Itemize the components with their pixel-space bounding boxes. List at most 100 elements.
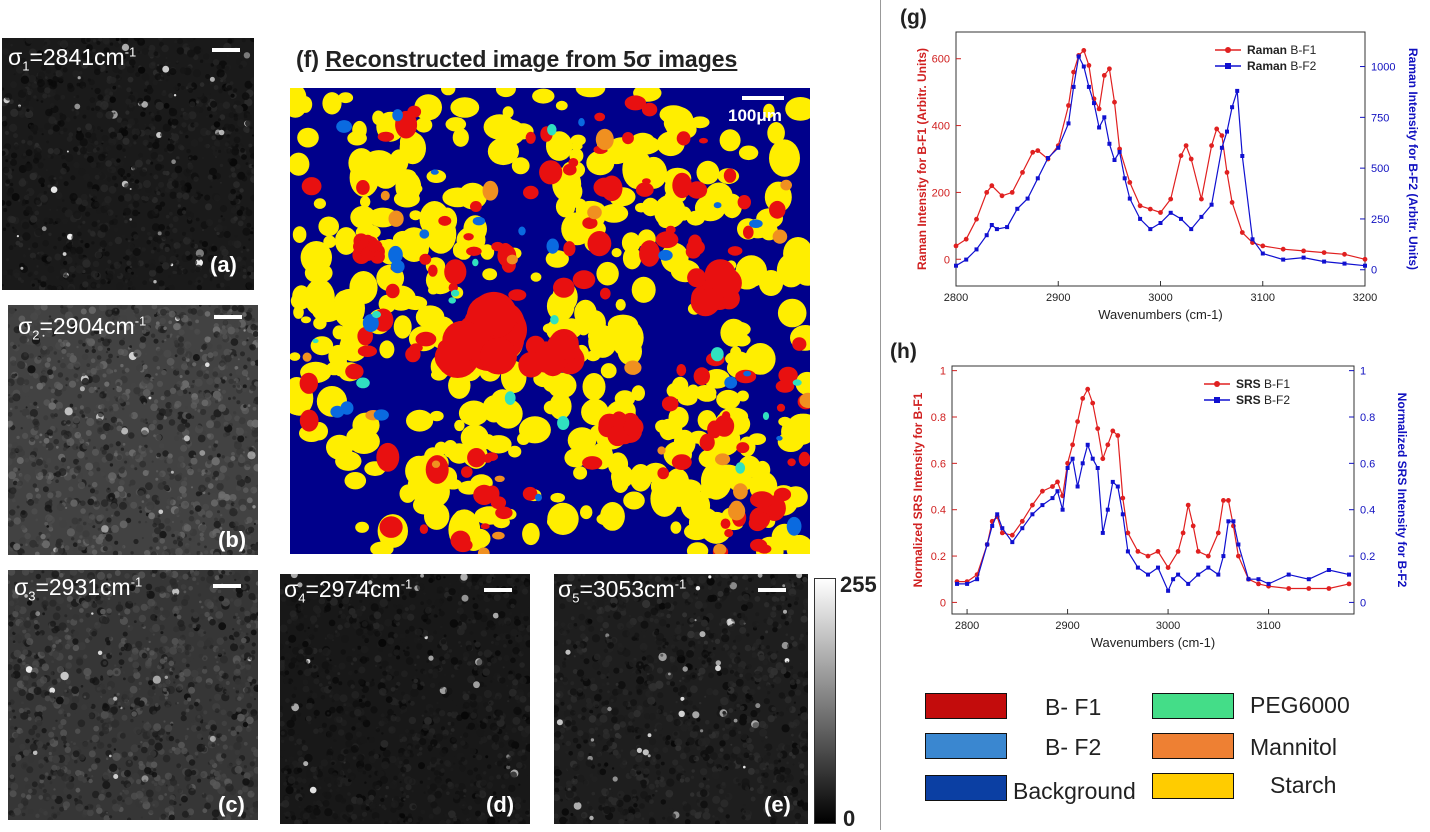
data-point xyxy=(1261,252,1265,256)
y-left-axis-label: Normalized SRS Intensity for B-F1 xyxy=(911,392,925,587)
data-point xyxy=(1040,489,1045,494)
data-point xyxy=(1286,586,1291,591)
data-point xyxy=(1302,256,1306,260)
legend-label-peg6000: PEG6000 xyxy=(1250,692,1350,719)
legend-label-starch: Starch xyxy=(1270,772,1336,799)
data-point xyxy=(990,524,994,528)
data-point xyxy=(1113,158,1117,162)
data-point xyxy=(1097,126,1101,130)
data-point xyxy=(1231,519,1235,523)
data-point xyxy=(1082,65,1086,69)
data-point xyxy=(1091,457,1095,461)
x-tick-label: 3000 xyxy=(1148,292,1172,304)
data-point xyxy=(1168,197,1173,202)
legend-swatch-mannitol xyxy=(1152,733,1234,759)
data-point xyxy=(1146,554,1151,559)
y-right-tick-label: 0.2 xyxy=(1360,551,1375,563)
colorbar-max-label: 255 xyxy=(840,572,877,598)
data-point xyxy=(1166,589,1170,593)
scale-bar xyxy=(213,584,241,588)
legend-swatch-background xyxy=(925,775,1007,801)
data-point xyxy=(1260,244,1265,249)
data-point xyxy=(1051,496,1055,500)
data-point xyxy=(1112,100,1117,105)
data-point xyxy=(995,227,999,231)
intensity-colorbar xyxy=(814,578,836,824)
data-point xyxy=(985,543,989,547)
data-point xyxy=(1126,531,1131,536)
data-point xyxy=(955,582,959,586)
panel-e-label: (e) xyxy=(764,792,791,818)
data-point xyxy=(1236,554,1241,559)
data-point xyxy=(1220,133,1225,138)
data-point xyxy=(1055,480,1060,485)
data-point xyxy=(1156,549,1161,554)
data-point xyxy=(1097,107,1102,112)
data-point xyxy=(989,183,994,188)
legend-label-mannitol: Mannitol xyxy=(1250,734,1337,761)
data-point xyxy=(1035,148,1040,153)
data-point xyxy=(1111,480,1115,484)
y-left-tick-label: 0 xyxy=(944,254,950,266)
data-point xyxy=(1105,442,1110,447)
data-point xyxy=(1256,582,1261,587)
data-point xyxy=(1080,396,1085,401)
data-point xyxy=(1267,582,1271,586)
data-point xyxy=(1081,461,1085,465)
data-point xyxy=(1186,503,1191,508)
data-point xyxy=(1085,387,1090,392)
data-point xyxy=(1251,237,1255,241)
data-point xyxy=(1156,566,1160,570)
data-point xyxy=(1206,554,1211,559)
data-point xyxy=(1216,573,1220,577)
legend-swatch-bf1 xyxy=(925,693,1007,719)
data-point xyxy=(1225,130,1229,134)
y-left-tick-label: 0.6 xyxy=(931,458,946,470)
data-point xyxy=(1101,531,1105,535)
y-left-tick-label: 0 xyxy=(940,597,946,609)
y-right-tick-label: 250 xyxy=(1371,214,1389,226)
x-tick-label: 3200 xyxy=(1353,292,1377,304)
data-point xyxy=(1087,63,1092,68)
data-point xyxy=(1061,508,1065,512)
data-point xyxy=(1102,73,1107,78)
x-axis-label: Wavenumbers (cm-1) xyxy=(1098,307,1222,322)
data-point xyxy=(1020,170,1025,175)
data-point xyxy=(1077,54,1081,58)
data-point xyxy=(1301,249,1306,254)
data-point xyxy=(1179,217,1183,221)
data-point xyxy=(1090,401,1095,406)
data-point xyxy=(975,577,979,581)
data-point xyxy=(965,582,969,586)
legend-label-bf1: B- F1 xyxy=(1045,694,1101,721)
data-point xyxy=(1020,519,1025,524)
data-point xyxy=(1107,142,1111,146)
data-point xyxy=(1347,573,1351,577)
data-point xyxy=(1072,85,1076,89)
legend-entry: Raman B-F2 xyxy=(1247,59,1317,73)
panel-c-title: σ3=2931cm-1 xyxy=(14,574,142,604)
data-point xyxy=(1092,101,1096,105)
data-point xyxy=(1116,485,1120,489)
data-point xyxy=(1075,419,1080,424)
data-point xyxy=(1247,577,1251,581)
legend-entry: SRS B-F1 xyxy=(1236,377,1290,391)
data-point xyxy=(1214,127,1219,132)
data-point xyxy=(1067,121,1071,125)
data-point xyxy=(1230,200,1235,205)
panel-b-title: σ2=2904cm-1 xyxy=(18,313,146,343)
y-right-axis-label: Raman Intensity for B-F2 (Arbitr. Units) xyxy=(1406,48,1420,270)
legend-label-bf2: B- F2 xyxy=(1045,734,1101,761)
data-point xyxy=(954,244,959,249)
data-point xyxy=(1110,429,1115,434)
data-point xyxy=(995,512,999,516)
x-tick-label: 3100 xyxy=(1251,292,1275,304)
panel-d-title: σ4=2974cm-1 xyxy=(284,576,412,606)
data-point xyxy=(1115,433,1120,438)
panel-d-micrograph: σ4=2974cm-1 (d) xyxy=(280,574,530,824)
data-point xyxy=(1046,156,1050,160)
legend-label-background: Background xyxy=(1013,778,1136,805)
data-point xyxy=(1136,566,1140,570)
x-tick-label: 3100 xyxy=(1256,620,1280,632)
